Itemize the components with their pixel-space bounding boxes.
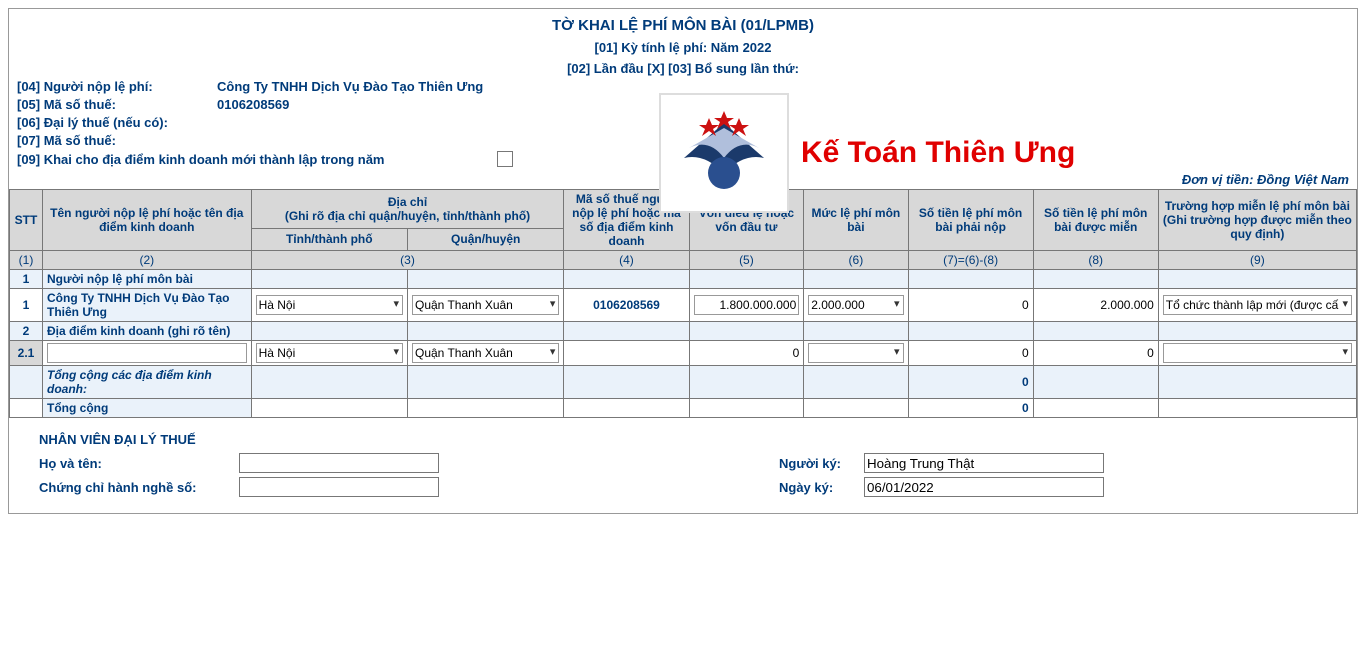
total-due: 0 [908,399,1033,418]
row1sub-num: 1 [10,289,43,322]
row21-name[interactable] [43,341,252,366]
label-new-location: [09] Khai cho địa điểm kinh doanh mới th… [17,152,497,167]
col-stt: STT [10,190,43,251]
date-input[interactable] [864,477,1104,497]
row1sub-fee-level[interactable] [804,289,908,322]
label-taxpayer: [04] Người nộp lệ phí: [17,79,217,94]
total-label: Tổng cộng [43,399,252,418]
label-agent: [06] Đại lý thuế (nếu có): [17,115,217,130]
cert-input[interactable] [239,477,439,497]
row1-label: Người nộp lệ phí môn bài [43,270,252,289]
row21-district[interactable] [408,341,564,366]
subtotal-label: Tổng cộng các địa điểm kinh doanh: [43,366,252,399]
row1sub-mst: 0106208569 [564,289,689,322]
value-taxcode: 0106208569 [217,97,289,112]
brand-block: Kế Toán Thiên Ưng [659,93,1159,213]
agent-name-input[interactable] [239,453,439,473]
logo-icon [669,103,779,203]
row21-province[interactable] [251,341,407,366]
row1sub-capital[interactable] [689,289,804,322]
brand-logo [659,93,789,213]
footer-section: NHÂN VIÊN ĐẠI LÝ THUẾ Họ và tên: Người k… [9,418,1357,513]
col-address: Địa chỉ (Ghi rõ địa chỉ quận/huyện, tỉnh… [251,190,564,229]
main-table: STT Tên người nộp lệ phí hoặc tên địa đi… [9,189,1357,418]
col-district: Quận/huyện [408,228,564,250]
brand-text: Kế Toán Thiên Ưng [801,136,1075,170]
row2-label: Địa điểm kinh doanh (ghi rõ tên) [43,322,252,341]
row1sub-province[interactable] [251,289,407,322]
row21-num: 2.1 [10,341,43,366]
label-agent-taxcode: [07] Mã số thuế: [17,133,217,148]
date-label: Ngày ký: [779,480,864,495]
agent-section-title: NHÂN VIÊN ĐẠI LÝ THUẾ [39,432,1327,447]
row1sub-district[interactable] [408,289,564,322]
label-taxcode: [05] Mã số thuế: [17,97,217,112]
value-taxpayer: Công Ty TNHH Dịch Vụ Đào Tạo Thiên Ưng [217,79,483,94]
row21-fee-level[interactable] [804,341,908,366]
period-line: [01] Kỳ tính lệ phí: Năm 2022 [17,40,1349,55]
row1sub-name: Công Ty TNHH Dịch Vụ Đào Tạo Thiên Ưng [43,289,252,322]
row21-exempt-case[interactable] [1158,341,1356,366]
first-time-line: [02] Lần đầu [X] [03] Bổ sung lần thứ: [17,61,1349,76]
form-title: TỜ KHAI LỆ PHÍ MÔN BÀI (01/LPMB) [17,13,1349,34]
row21-fee-due: 0 [908,341,1033,366]
col-exempt-case: Trường hợp miễn lệ phí môn bài (Ghi trườ… [1158,190,1356,251]
row1-num: 1 [10,270,43,289]
row1sub-fee-due: 0 [908,289,1033,322]
row2-num: 2 [10,322,43,341]
checkbox-new-location[interactable] [497,151,513,167]
row21-fee-exempt: 0 [1033,341,1158,366]
col-province: Tỉnh/thành phố [251,228,407,250]
subtotal-due: 0 [908,366,1033,399]
row1sub-fee-exempt: 2.000.000 [1033,289,1158,322]
header-meta: TỜ KHAI LỆ PHÍ MÔN BÀI (01/LPMB) [01] Kỳ… [9,9,1357,167]
row21-capital: 0 [689,341,804,366]
row1sub-exempt-case[interactable] [1158,289,1356,322]
form-container: TỜ KHAI LỆ PHÍ MÔN BÀI (01/LPMB) [01] Kỳ… [8,8,1358,514]
col-name: Tên người nộp lệ phí hoặc tên địa điểm k… [43,190,252,251]
signer-input[interactable] [864,453,1104,473]
signer-label: Người ký: [779,456,864,471]
cert-label: Chứng chỉ hành nghề số: [39,480,239,495]
agent-name-label: Họ và tên: [39,456,239,471]
